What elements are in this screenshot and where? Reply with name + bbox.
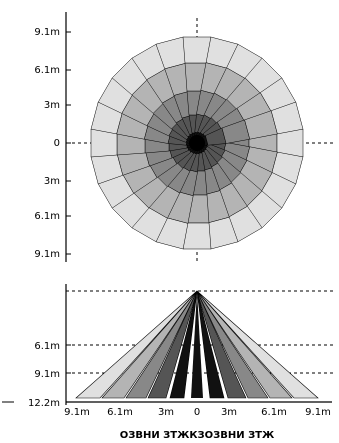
side-caption: ОЗВНИ ЗТЖКЗОЗВНИ ЗТЖ: [120, 430, 275, 438]
sensor-icon: [189, 135, 205, 151]
side-x-label: 3m: [158, 407, 174, 418]
top-view: 9.1m 6.1m 3m 0 3m 6.1m 9.1m: [34, 12, 334, 262]
side-beam: [196, 290, 319, 399]
side-x-label: 0: [194, 407, 200, 418]
side-beam: [147, 290, 198, 399]
top-y-label: 3m: [44, 176, 60, 187]
top-y-label: 6.1m: [34, 211, 60, 222]
top-y-label: 9.1m: [34, 27, 60, 38]
side-beam: [75, 290, 198, 399]
side-y-label: 12.2m: [28, 398, 60, 409]
side-y-labels: 6.1m 9.1m 12.2m: [28, 341, 60, 409]
top-y-label: 3m: [44, 100, 60, 111]
side-x-label: 6.1m: [261, 407, 287, 418]
side-beam: [196, 290, 293, 399]
side-beam-center: [191, 291, 203, 398]
side-y-label: 9.1m: [34, 369, 60, 380]
side-beams: [75, 290, 319, 399]
fan-pattern: [90, 36, 304, 250]
side-x-label: 6.1m: [107, 407, 133, 418]
side-x-label: 9.1m: [305, 407, 331, 418]
side-beam: [196, 290, 269, 399]
top-y-label: 9.1m: [34, 249, 60, 260]
side-view: 6.1m 9.1m 12.2m 9.1m 6.1m 3m 0 3m 6.1m 9…: [2, 284, 334, 441]
side-beam: [169, 290, 198, 399]
side-y-label: 6.1m: [34, 341, 60, 352]
top-y-labels: 9.1m 6.1m 3m 0 3m 6.1m 9.1m: [34, 27, 60, 260]
side-x-label: 9.1m: [64, 407, 90, 418]
side-x-label: 3m: [221, 407, 237, 418]
side-beam: [125, 290, 198, 399]
side-beam: [196, 290, 225, 399]
side-x-labels: 9.1m 6.1m 3m 0 3m 6.1m 9.1m: [64, 407, 331, 418]
top-y-label: 6.1m: [34, 65, 60, 76]
side-beam: [196, 290, 247, 399]
top-y-label: 0: [54, 138, 60, 149]
side-beam: [101, 290, 198, 399]
fan-segment: [270, 101, 304, 135]
